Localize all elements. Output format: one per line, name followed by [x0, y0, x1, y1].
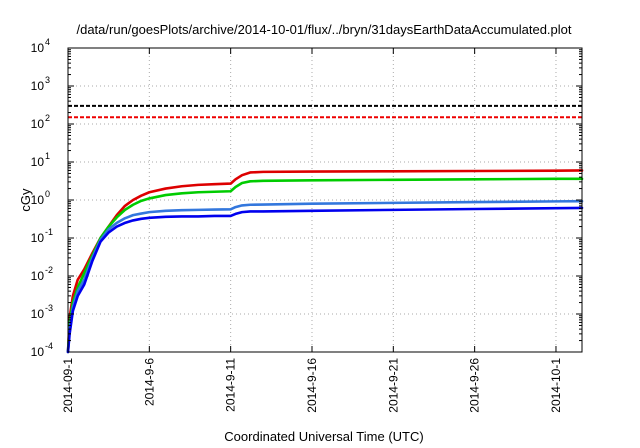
x-axis-label: Coordinated Universal Time (UTC) — [224, 429, 423, 444]
y-tick-label: 10 — [31, 193, 45, 207]
threshold-lines — [68, 104, 582, 119]
series-lines — [66, 169, 584, 354]
y-tick-label: 10 — [31, 231, 45, 245]
series-line-4 — [66, 206, 584, 354]
y-tick-label: 10 — [31, 269, 45, 283]
x-tick-label: 2014-9-11 — [224, 358, 238, 412]
x-axis-ticks: 2014-09-1 2014-9-6 2014-9-11 2014-9-16 2014-… — [61, 48, 563, 413]
y-tick-exponent: 2 — [45, 113, 50, 123]
chart-title: /data/run/goesPlots/archive/2014-10-01/f… — [76, 22, 571, 37]
y-tick-label: 10 — [31, 155, 45, 169]
y-tick-exponent: 4 — [45, 37, 50, 47]
series-line-3 — [66, 199, 584, 354]
y-tick-label: 10 — [31, 307, 45, 321]
y-tick-exponent: -3 — [45, 303, 53, 313]
y-tick-exponent: 3 — [45, 75, 50, 85]
series-line-2 — [66, 177, 584, 354]
x-tick-label: 2014-9-16 — [305, 358, 319, 413]
y-tick-label: 10 — [31, 117, 45, 131]
x-tick-label: 2014-10-1 — [549, 358, 563, 413]
y-tick-exponent: 1 — [45, 151, 50, 161]
y-tick-label: 10 — [31, 345, 45, 359]
x-tick-label: 2014-09-1 — [61, 358, 75, 413]
y-tick-exponent: -1 — [45, 227, 53, 237]
x-tick-label: 2014-9-6 — [142, 358, 156, 406]
x-tick-label: 2014-9-26 — [468, 358, 482, 413]
y-tick-exponent: 0 — [45, 189, 50, 199]
y-tick-exponent: -4 — [45, 341, 53, 351]
y-tick-label: 10 — [31, 41, 45, 55]
y-tick-exponent: -2 — [45, 265, 53, 275]
grid — [67, 48, 582, 352]
x-tick-label: 2014-9-21 — [386, 358, 400, 413]
series-line-1 — [66, 169, 584, 354]
y-axis-label: cGy — [18, 188, 33, 212]
y-tick-label: 10 — [31, 79, 45, 93]
